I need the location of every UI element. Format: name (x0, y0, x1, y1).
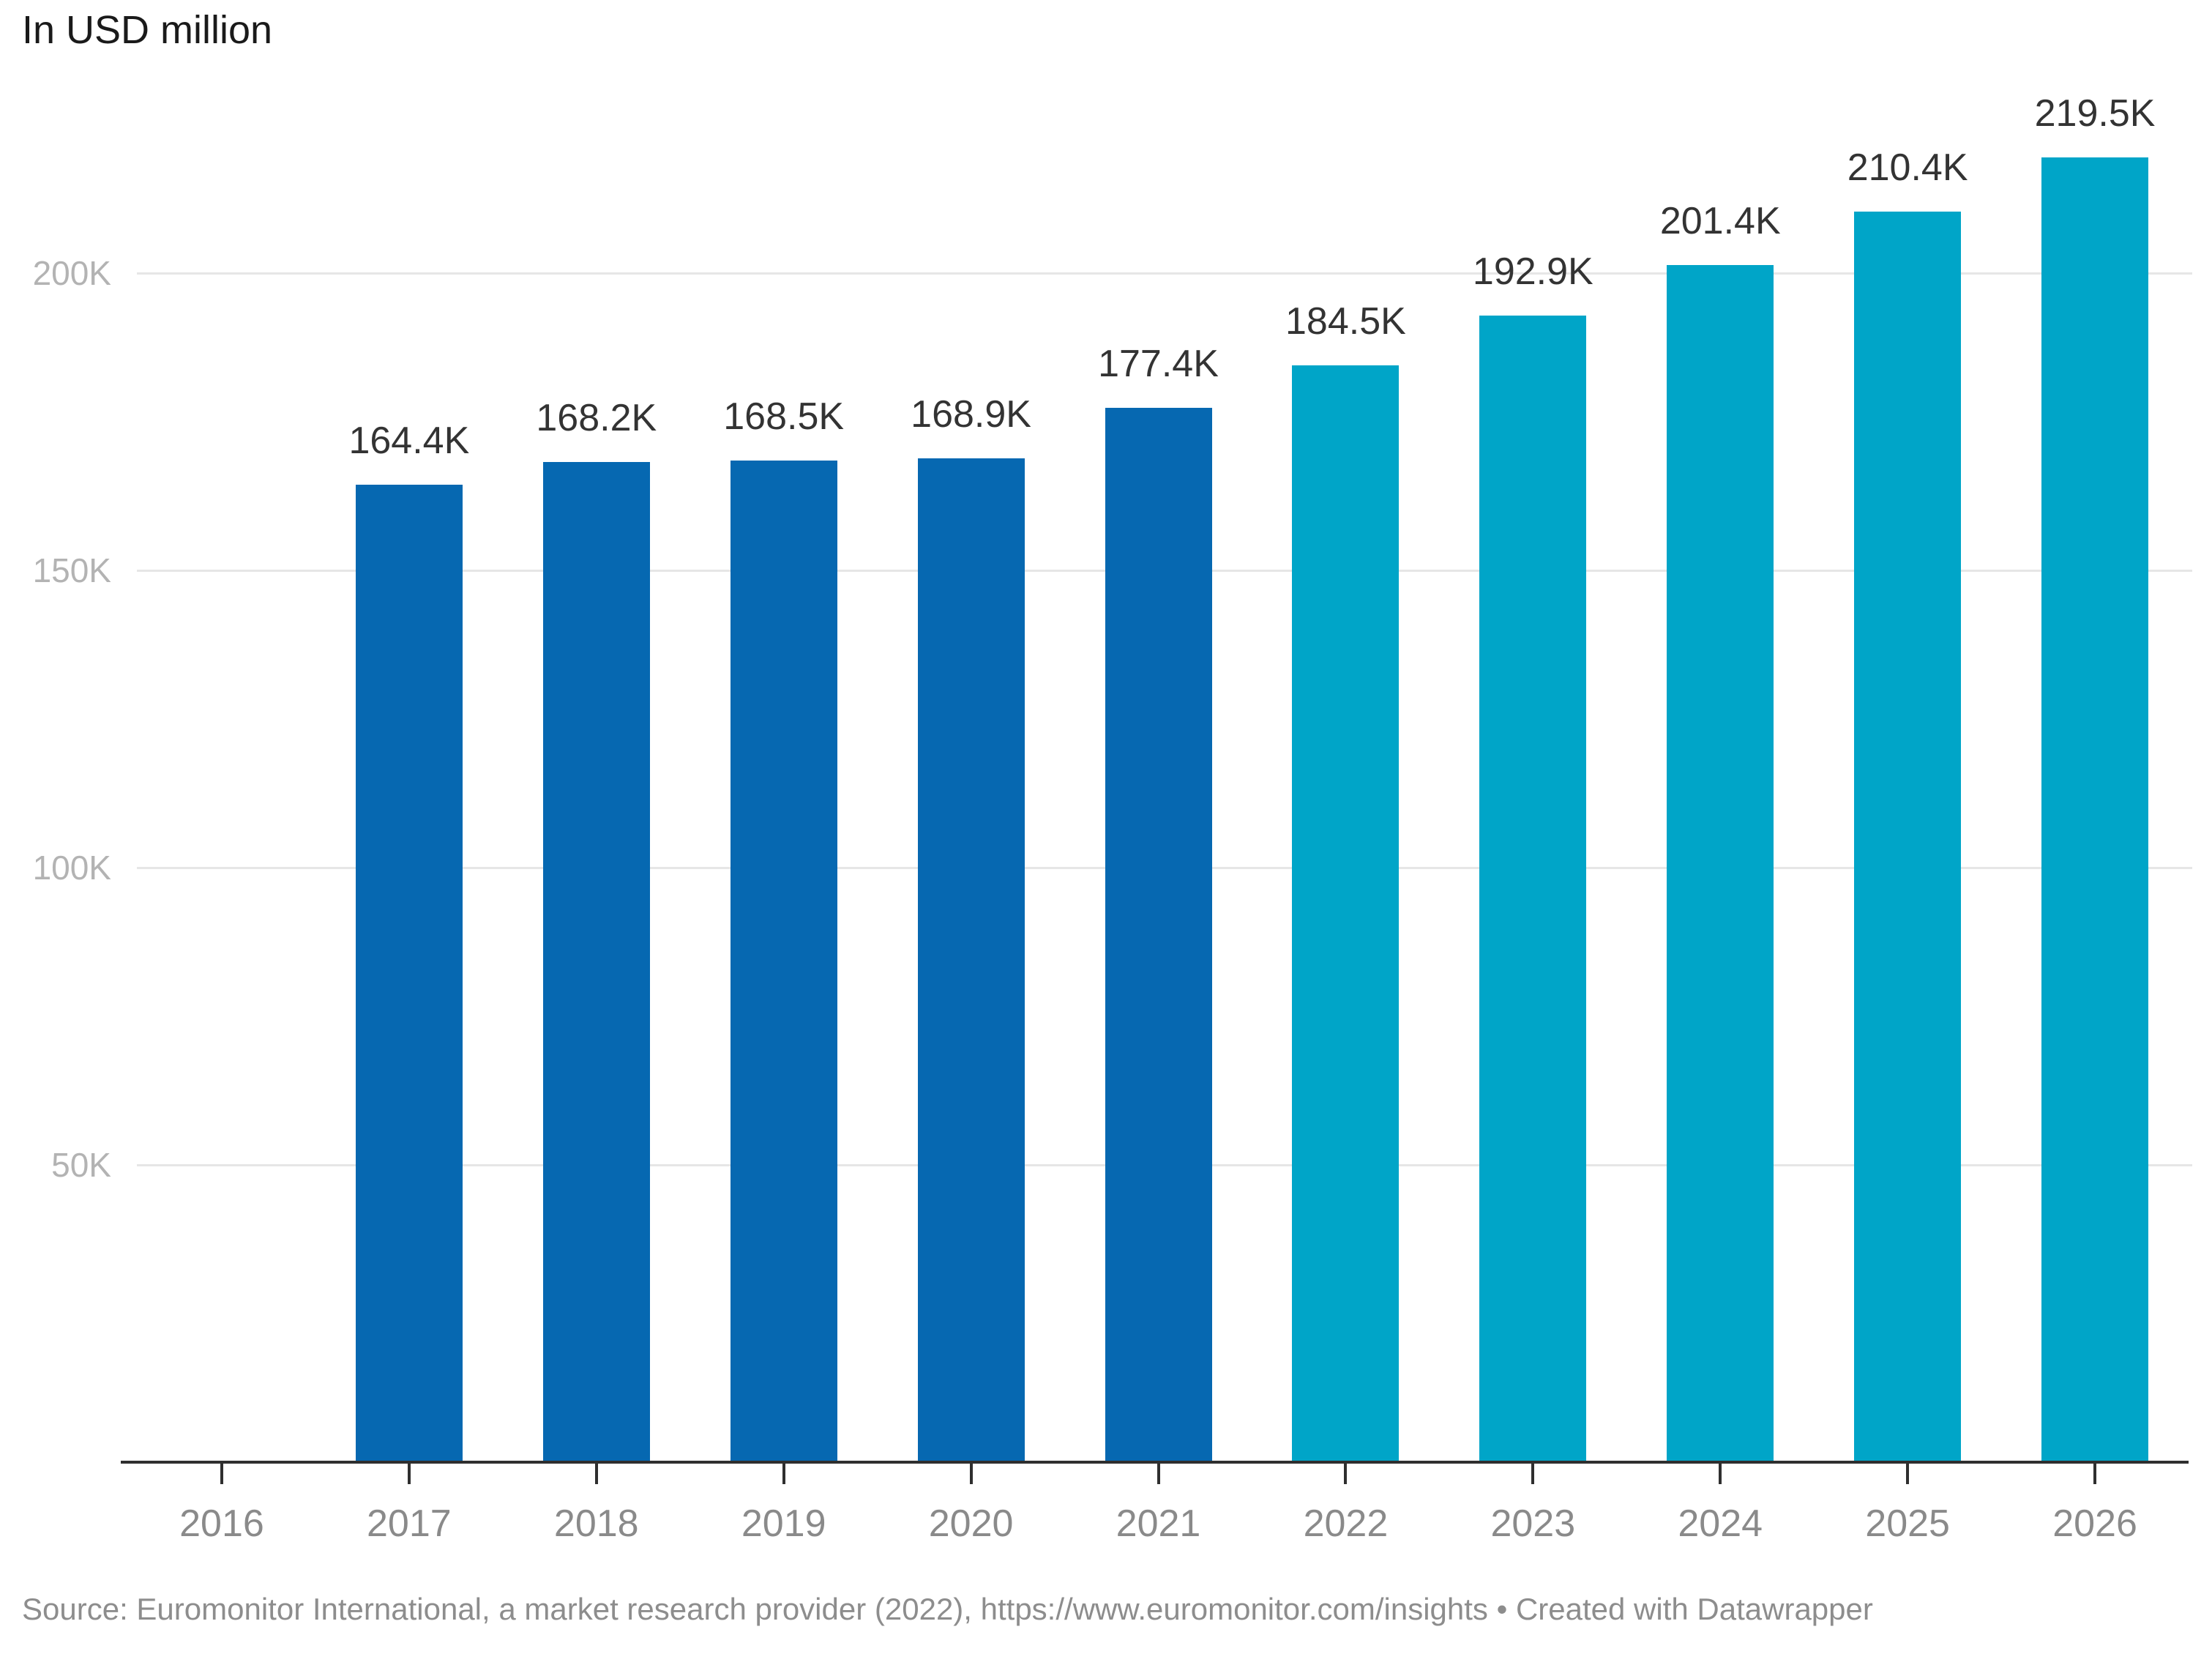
x-tick-label-2021: 2021 (1116, 1502, 1201, 1545)
x-tick-2016 (220, 1464, 223, 1484)
bar-value-label-2017: 164.4K (348, 420, 470, 463)
bar-value-label-2025: 210.4K (1847, 146, 1968, 189)
x-tick-label-2026: 2026 (2052, 1502, 2137, 1545)
source-note: Source: Euromonitor International, a mar… (22, 1592, 1873, 1626)
bar-2019[interactable] (730, 460, 837, 1462)
y-tick-label-50k: 50K (51, 1146, 111, 1184)
x-tick-2017 (407, 1464, 411, 1484)
bar-2018[interactable] (542, 462, 650, 1462)
bar-value-label-2020: 168.9K (911, 392, 1031, 436)
x-tick-label-2024: 2024 (1678, 1502, 1763, 1545)
x-tick-2018 (594, 1464, 598, 1484)
x-tick-label-2022: 2022 (1303, 1502, 1389, 1545)
x-tick-2023 (1531, 1464, 1535, 1484)
bar-2022[interactable] (1292, 365, 1400, 1462)
y-tick-label-150k: 150K (32, 551, 111, 589)
x-tick-label-2023: 2023 (1490, 1502, 1576, 1545)
x-tick-2026 (2093, 1464, 2097, 1484)
x-tick-label-2016: 2016 (179, 1502, 264, 1545)
x-tick-label-2018: 2018 (553, 1502, 639, 1545)
x-tick-2024 (1719, 1464, 1722, 1484)
bar-2026[interactable] (2041, 157, 2149, 1462)
bar-2023[interactable] (1479, 315, 1587, 1462)
x-tick-label-2017: 2017 (367, 1502, 452, 1545)
x-tick-label-2020: 2020 (928, 1502, 1014, 1545)
x-tick-2025 (1906, 1464, 1910, 1484)
bar-2017[interactable] (355, 485, 463, 1462)
x-tick-label-2025: 2025 (1865, 1502, 1950, 1545)
bar-value-label-2018: 168.2K (536, 397, 657, 440)
bar-2024[interactable] (1667, 264, 1774, 1462)
y-tick-label-200k: 200K (32, 254, 111, 292)
x-axis-baseline (121, 1461, 2189, 1464)
bar-2021[interactable] (1105, 407, 1212, 1462)
bar-value-label-2021: 177.4K (1098, 342, 1219, 385)
x-tick-2022 (1344, 1464, 1348, 1484)
gridline-200k (137, 272, 2192, 275)
chart-title: In USD million (22, 8, 273, 52)
bar-value-label-2026: 219.5K (2034, 92, 2156, 135)
bar-value-label-2024: 201.4K (1659, 199, 1781, 242)
bar-value-label-2019: 168.5K (723, 395, 845, 438)
y-tick-label-100k: 100K (32, 849, 111, 887)
x-tick-2020 (969, 1464, 973, 1484)
bar-value-label-2023: 192.9K (1472, 250, 1593, 293)
x-tick-2021 (1157, 1464, 1160, 1484)
bar-2025[interactable] (1854, 211, 1962, 1462)
bar-value-label-2022: 184.5K (1285, 299, 1406, 343)
bar-2020[interactable] (917, 458, 1025, 1462)
x-tick-2019 (782, 1464, 785, 1484)
x-tick-label-2019: 2019 (741, 1502, 826, 1545)
